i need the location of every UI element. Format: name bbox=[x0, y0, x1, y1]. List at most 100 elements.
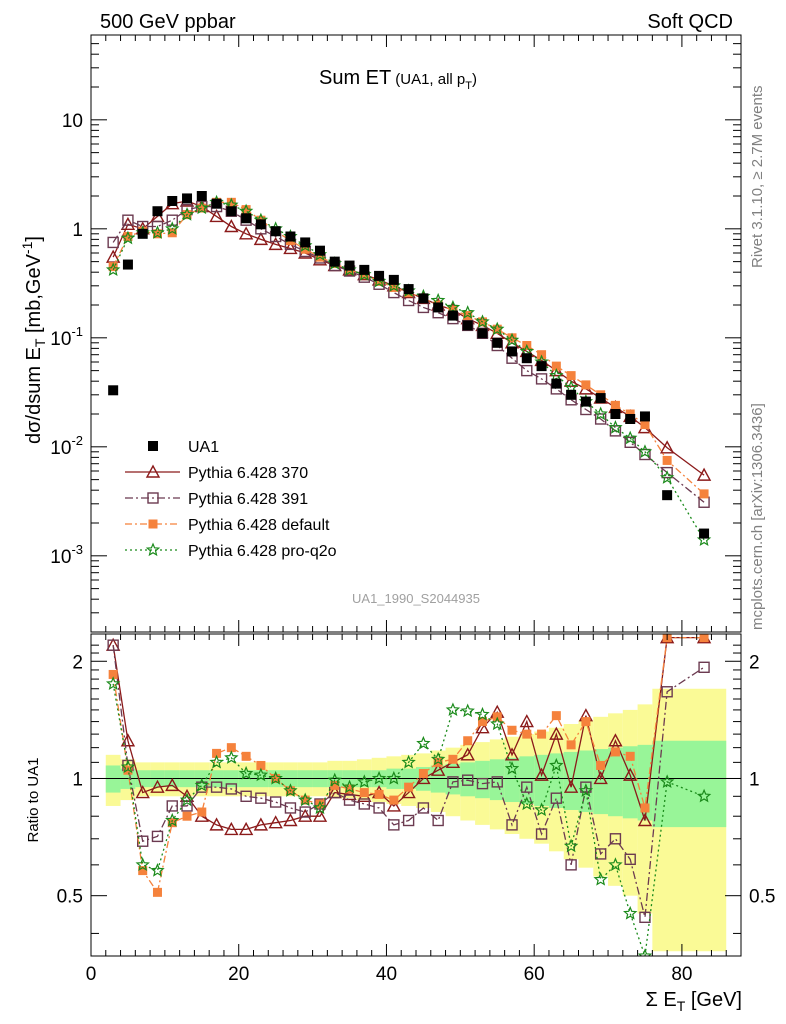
series-point bbox=[300, 244, 310, 254]
series-point bbox=[581, 717, 591, 727]
series-point bbox=[120, 759, 136, 774]
series-point bbox=[696, 788, 712, 803]
series-point bbox=[150, 225, 165, 239]
series-point bbox=[388, 819, 400, 831]
data-point bbox=[122, 259, 133, 270]
series-point bbox=[537, 729, 547, 739]
series-point bbox=[610, 400, 620, 410]
series-point bbox=[404, 782, 414, 792]
data-point bbox=[595, 393, 606, 404]
legend-item-ua1: UA1 bbox=[148, 439, 219, 456]
series-point bbox=[298, 792, 313, 807]
series-point bbox=[147, 492, 159, 504]
series-point bbox=[401, 785, 416, 799]
series-point bbox=[578, 783, 594, 797]
series-point bbox=[226, 743, 236, 753]
legend-item-3: Pythia 6.428 pro-q2o bbox=[125, 542, 337, 560]
series-point bbox=[563, 838, 579, 853]
series-point bbox=[166, 800, 178, 812]
series-point bbox=[623, 905, 638, 920]
x-axis-label-sub: T bbox=[677, 998, 686, 1014]
series-point bbox=[609, 833, 622, 845]
series-point bbox=[534, 767, 549, 781]
ratio-series-1 bbox=[107, 639, 710, 924]
inner-band-bin bbox=[105, 765, 121, 793]
data-point bbox=[521, 353, 532, 364]
series-point bbox=[241, 205, 251, 215]
data-point bbox=[152, 206, 163, 217]
series-point bbox=[563, 373, 579, 387]
data-point bbox=[580, 396, 591, 407]
series-point bbox=[194, 777, 209, 792]
series-point bbox=[371, 770, 387, 785]
series-point bbox=[226, 197, 236, 207]
series-point bbox=[135, 785, 150, 799]
ratio-tick-label-left: 1 bbox=[72, 769, 83, 790]
series-point bbox=[699, 489, 709, 499]
series-point bbox=[145, 542, 161, 557]
series-point bbox=[197, 203, 207, 213]
series-point bbox=[269, 796, 282, 808]
y-axis-label: dσ/dsum ET [mb,GeV-1] bbox=[19, 236, 48, 444]
series-point bbox=[165, 221, 180, 235]
series-point bbox=[551, 361, 561, 371]
series-point bbox=[150, 863, 165, 877]
data-point bbox=[388, 274, 399, 285]
series-point bbox=[241, 751, 251, 761]
data-point bbox=[137, 228, 148, 239]
plot-title-main: Sum ET bbox=[319, 67, 391, 89]
series-line bbox=[112, 205, 705, 503]
series-point bbox=[148, 519, 158, 529]
header-right: Soft QCD bbox=[647, 11, 733, 33]
series-point bbox=[593, 872, 608, 886]
series-point bbox=[145, 464, 161, 478]
series-point bbox=[462, 774, 474, 786]
y-tick-label: 10-1 bbox=[50, 324, 83, 350]
inner-band-bin bbox=[460, 762, 476, 797]
series-point bbox=[238, 765, 254, 780]
ratio-series-0 bbox=[105, 634, 712, 836]
series-point bbox=[209, 208, 224, 223]
ratio-series-3 bbox=[105, 676, 712, 956]
series-point bbox=[460, 703, 475, 718]
series-point bbox=[490, 321, 505, 336]
series-point bbox=[105, 262, 121, 277]
series-point bbox=[342, 779, 357, 794]
data-point bbox=[270, 226, 281, 237]
series-point bbox=[534, 802, 549, 817]
series-point bbox=[418, 768, 428, 778]
data-point bbox=[492, 337, 503, 348]
series-point bbox=[551, 711, 561, 721]
ua1-data bbox=[108, 191, 710, 539]
series-point bbox=[299, 806, 311, 818]
series-point bbox=[492, 324, 502, 334]
data-point bbox=[182, 193, 193, 204]
y-tick-label: 1 bbox=[72, 220, 83, 241]
series-point bbox=[624, 853, 636, 866]
series-point bbox=[343, 794, 356, 806]
y-axis-label-main: dσ/dsum E bbox=[23, 347, 45, 444]
series-point bbox=[608, 857, 623, 871]
ratio-plot: 0 20 40 60 80 0.5 0.5 1 1 2 2 bbox=[57, 633, 775, 985]
series-point bbox=[283, 813, 298, 827]
series-point bbox=[253, 817, 269, 831]
series-point bbox=[386, 798, 402, 812]
series-point bbox=[327, 772, 342, 787]
data-point bbox=[551, 378, 562, 389]
ratio-tick-label-right: 2 bbox=[749, 652, 760, 673]
y-axis-label-unit: [mb,GeV bbox=[23, 253, 45, 338]
series-point bbox=[152, 229, 162, 239]
x-tick-label: 60 bbox=[524, 964, 545, 985]
data-point bbox=[300, 237, 311, 248]
ratio-y-axis-label: Ratio to UA1 bbox=[25, 757, 42, 842]
data-point bbox=[255, 219, 266, 230]
series-point bbox=[238, 226, 254, 240]
inner-band-bin bbox=[622, 746, 638, 819]
x-tick-label: 40 bbox=[376, 964, 397, 985]
data-point bbox=[536, 361, 547, 372]
series-point bbox=[225, 783, 238, 795]
series-point bbox=[662, 455, 672, 465]
series-point bbox=[357, 774, 372, 789]
series-point bbox=[152, 887, 162, 897]
